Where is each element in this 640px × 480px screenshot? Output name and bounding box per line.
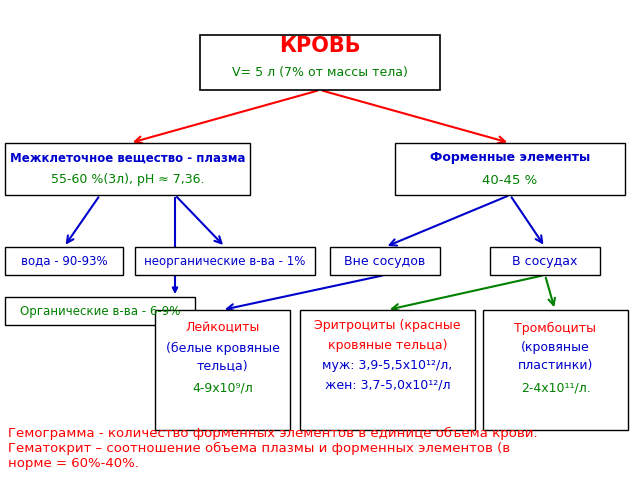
Text: Форменные элементы: Форменные элементы (430, 151, 590, 164)
Text: (кровяные: (кровяные (521, 341, 590, 355)
Text: 4-9х10⁹/л: 4-9х10⁹/л (192, 382, 253, 395)
Text: 55-60 %(3л), рН ≈ 7,36.: 55-60 %(3л), рН ≈ 7,36. (51, 173, 204, 187)
Bar (5, 297, 195, 325)
Bar (490, 247, 600, 275)
Text: тельца): тельца) (196, 360, 248, 372)
Bar (135, 247, 315, 275)
Text: 40-45 %: 40-45 % (483, 175, 538, 188)
Bar (395, 143, 625, 195)
Bar (330, 247, 440, 275)
Bar (200, 35, 440, 90)
Text: Эритроциты (красные: Эритроциты (красные (314, 320, 461, 333)
Text: Вне сосудов: Вне сосудов (344, 254, 426, 267)
Text: В сосудах: В сосудах (512, 254, 578, 267)
Text: Гемограмма - количество форменных элементов в единице объема крови.: Гемограмма - количество форменных элемен… (8, 427, 538, 440)
Bar (483, 310, 628, 430)
Text: неорганические в-ва - 1%: неорганические в-ва - 1% (144, 254, 306, 267)
Bar (5, 143, 250, 195)
Text: кровяные тельца): кровяные тельца) (328, 338, 447, 351)
Bar (5, 247, 123, 275)
Text: Межклеточное вещество - плазма: Межклеточное вещество - плазма (10, 152, 245, 165)
Bar (300, 310, 475, 430)
Text: КРОВЬ: КРОВЬ (279, 36, 361, 56)
Text: муж: 3,9-5,5х10¹²/л,: муж: 3,9-5,5х10¹²/л, (323, 359, 452, 372)
Text: V= 5 л (7% от массы тела): V= 5 л (7% от массы тела) (232, 66, 408, 79)
Text: пластинки): пластинки) (518, 360, 593, 372)
Text: норме = 60%-40%.: норме = 60%-40%. (8, 457, 139, 470)
Text: (белые кровяные: (белые кровяные (166, 341, 280, 355)
Bar (155, 310, 290, 430)
Text: жен: 3,7-5,0х10¹²/л: жен: 3,7-5,0х10¹²/л (324, 379, 451, 392)
Text: Лейкоциты: Лейкоциты (186, 322, 260, 335)
Text: вода - 90-93%: вода - 90-93% (20, 254, 108, 267)
Text: Гематокрит – соотношение объема плазмы и форменных элементов (в: Гематокрит – соотношение объема плазмы и… (8, 442, 510, 455)
Text: Тромбоциты: Тромбоциты (515, 322, 596, 335)
Text: 2-4х10¹¹/л.: 2-4х10¹¹/л. (520, 382, 590, 395)
Text: Органические в-ва - 6-9%: Органические в-ва - 6-9% (20, 304, 180, 317)
